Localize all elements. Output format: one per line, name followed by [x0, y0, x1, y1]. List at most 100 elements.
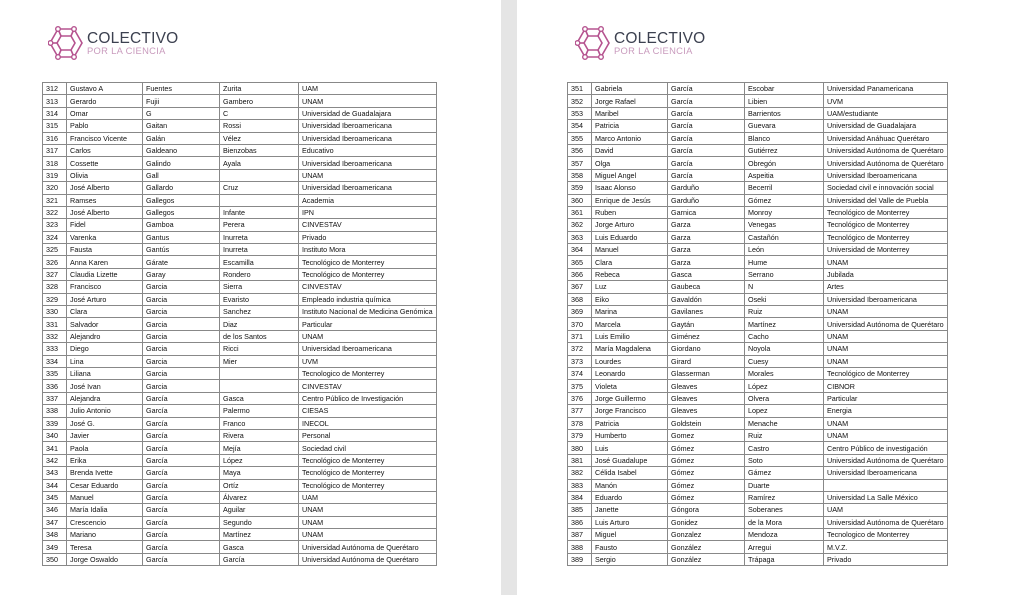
institution-cell: Tecnológico de Monterrey — [823, 205, 948, 220]
table-row: 350 Jorge Oswaldo García García Universidad … — [42, 552, 437, 567]
second-last-name-cell: Guevara — [744, 119, 824, 133]
last-name-cell: Garcia — [142, 280, 220, 294]
second-last-name-cell: Noyola — [744, 342, 824, 356]
second-last-name-cell: Becerril — [744, 181, 824, 195]
first-name-cell: Clara — [66, 305, 143, 319]
row-number-cell: 382 — [567, 466, 592, 480]
second-last-name-cell: Cacho — [744, 329, 824, 344]
last-name-cell: Gantús — [142, 243, 220, 257]
second-last-name-cell: C — [219, 106, 299, 121]
table-row: 382 Célida Isabel Gómez Gámez Universidad Ib… — [567, 466, 948, 480]
first-name-cell: Mariano — [66, 528, 143, 542]
last-name-cell: Gómez — [667, 490, 745, 505]
row-number-cell: 340 — [42, 428, 67, 443]
hexagon-network-icon — [48, 26, 83, 60]
institution-cell: Universidad Autónoma de Querétaro — [823, 515, 948, 530]
table-row: 314 Omar G C Universidad de Guadalajara — [42, 106, 437, 121]
row-number-cell: 363 — [567, 230, 592, 245]
last-name-cell: Gallegos — [142, 193, 220, 207]
last-name-cell: Goldstein — [667, 416, 745, 430]
table-row: 336 José Ivan Garcia CINVESTAV — [42, 379, 437, 393]
colectivo-logo: COLECTIVO POR LA CIENCIA — [48, 26, 178, 60]
institution-cell: Universidad Iberoamericana — [298, 342, 437, 356]
table-row: 366 Rebeca Gasca Serrano Jubilada — [567, 267, 948, 282]
last-name-cell: Fujii — [142, 94, 220, 108]
table-row: 337 Alejandra García Gasca Centro Público de… — [42, 391, 437, 406]
institution-cell: Universidad Iberoamericana — [298, 156, 437, 170]
last-name-cell: Góngora — [667, 503, 745, 517]
last-name-cell: García — [142, 515, 220, 530]
institution-cell: Tecnológico de Monterrey — [298, 466, 437, 480]
table-row: 320 José Alberto Gallardo Cruz Universidad I… — [42, 181, 437, 195]
first-name-cell: Carlos — [66, 143, 143, 158]
institution-cell: UAM/estudiante — [823, 106, 948, 121]
last-name-cell: García — [667, 143, 745, 158]
first-name-cell: David — [591, 143, 668, 158]
first-name-cell: Omar — [66, 106, 143, 121]
last-name-cell: Gleaves — [667, 379, 745, 393]
second-last-name-cell: Perera — [219, 218, 299, 232]
table-row: 378 Patricia Goldstein Menache UNAM — [567, 416, 948, 430]
row-number-cell: 342 — [42, 453, 67, 468]
row-number-cell: 376 — [567, 391, 592, 406]
second-last-name-cell: Hume — [744, 255, 824, 269]
second-last-name-cell: Inurreta — [219, 243, 299, 257]
logo-subtitle: POR LA CIENCIA — [87, 45, 166, 57]
table-row: 359 Isaac Alonso Garduño Becerril Sociedad c… — [567, 181, 948, 195]
row-number-cell: 337 — [42, 391, 67, 406]
table-row: 372 María Magdalena Giordano Noyola UNAM — [567, 342, 948, 356]
row-number-cell: 367 — [567, 280, 592, 294]
second-last-name-cell — [219, 379, 299, 393]
last-name-cell: García — [667, 119, 745, 133]
second-last-name-cell: Trápaga — [744, 552, 824, 567]
last-name-cell: Gómez — [667, 441, 745, 455]
first-name-cell: José G. — [66, 416, 143, 430]
second-last-name-cell: Aspeitia — [744, 168, 824, 183]
second-last-name-cell: Obregón — [744, 156, 824, 170]
last-name-cell: Gall — [142, 168, 220, 183]
institution-cell: Universidad La Salle México — [823, 490, 948, 505]
last-name-cell: Garza — [667, 255, 745, 269]
second-last-name-cell: Infante — [219, 205, 299, 220]
row-number-cell: 315 — [42, 119, 67, 133]
institution-cell: Sociedad civil — [298, 441, 437, 455]
last-name-cell: Gleaves — [667, 404, 745, 418]
table-row: 352 Jorge Rafael García Libien UVM — [567, 94, 948, 108]
second-last-name-cell: Martínez — [219, 528, 299, 542]
first-name-cell: Patricia — [591, 416, 668, 430]
last-name-cell: González — [667, 552, 745, 567]
last-name-cell: Gallardo — [142, 181, 220, 195]
second-last-name-cell: Escamilla — [219, 255, 299, 269]
table-row: 356 David García Gutiérrez Universidad Autón… — [567, 143, 948, 158]
row-number-cell: 369 — [567, 305, 592, 319]
second-last-name-cell: Ramírez — [744, 490, 824, 505]
logo-title: COLECTIVO — [614, 29, 706, 47]
table-row: 385 Janette Góngora Soberanes UAM — [567, 503, 948, 517]
table-row: 365 Clara Garza Hume UNAM — [567, 255, 948, 269]
second-last-name-cell: López — [744, 379, 824, 393]
institution-cell: UVM — [823, 94, 948, 108]
institution-cell: Universidad Iberoamericana — [298, 119, 437, 133]
second-last-name-cell: Castro — [744, 441, 824, 455]
last-name-cell: García — [142, 540, 220, 554]
table-row: 374 Leonardo Glasserman Morales Tecnológico … — [567, 366, 948, 381]
row-number-cell: 350 — [42, 552, 67, 567]
row-number-cell: 328 — [42, 280, 67, 294]
institution-cell: UNAM — [298, 515, 437, 530]
institution-cell: Universidad de Monterrey — [823, 243, 948, 257]
second-last-name-cell: Cuesy — [744, 354, 824, 369]
first-name-cell: Salvador — [66, 317, 143, 331]
table-row: 370 Marcela Gaytán Martínez Universidad Autó… — [567, 317, 948, 331]
second-last-name-cell: Rivera — [219, 428, 299, 443]
row-number-cell: 386 — [567, 515, 592, 530]
table-row: 322 José Alberto Gallegos Infante IPN — [42, 205, 437, 220]
table-row: 354 Patricia García Guevara Universidad de G… — [567, 119, 948, 133]
table-row: 325 Fausta Gantús Inurreta Instituto Mora — [42, 243, 437, 257]
institution-cell: UAM — [298, 81, 437, 96]
first-name-cell: María Idalia — [66, 503, 143, 517]
second-last-name-cell: Gutiérrez — [744, 143, 824, 158]
row-number-cell: 348 — [42, 528, 67, 542]
second-last-name-cell: Monroy — [744, 205, 824, 220]
table-row: 335 Liliana Garcia Tecnologico de Monterrey — [42, 366, 437, 381]
row-number-cell: 387 — [567, 528, 592, 542]
